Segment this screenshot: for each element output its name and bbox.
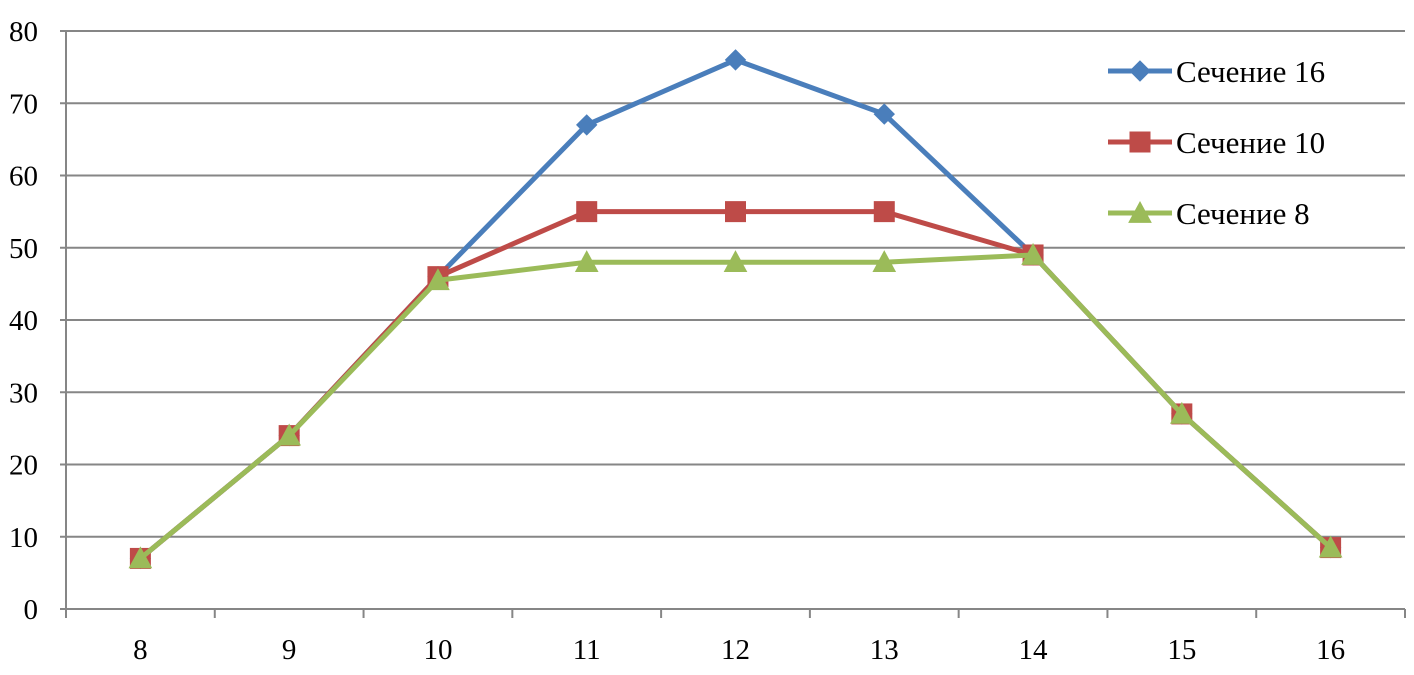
x-axis-tick-labels: 8 9 10 11 12 13 14 15 16 [133,634,1345,666]
legend-item-2: Сечение 10 [1108,125,1325,160]
legend-item-1: Сечение 16 [1108,54,1325,89]
axes [60,30,1406,618]
y-tick-label: 40 [9,305,38,337]
series-3 [128,242,1343,569]
y-tick-label: 80 [9,16,38,48]
series-line [137,57,1334,561]
series-1 [129,49,1342,570]
data-point-marker [1169,401,1194,424]
x-tick-label: 16 [1316,634,1345,666]
series-lines [128,49,1343,570]
data-point-marker [725,201,746,223]
y-axis-tick-labels: 0 10 20 30 40 50 60 70 80 [9,16,38,626]
gridlines [66,30,1405,538]
x-tick-label: 14 [1019,634,1049,666]
y-tick-label: 60 [9,161,38,193]
x-tick-label: 8 [133,634,148,666]
legend-swatch-marker [1128,200,1152,223]
y-tick-label: 30 [9,377,38,409]
data-point-marker [576,201,598,223]
y-tick-label: 70 [9,88,38,120]
legend-label: Сечение 8 [1176,196,1310,231]
series-line [137,252,1334,561]
data-point-marker [872,250,897,273]
data-point-marker [576,114,598,136]
data-point-marker [873,201,895,223]
y-tick-label: 50 [9,233,38,265]
legend-label: Сечение 16 [1176,54,1325,89]
legend-item-3: Сечение 8 [1108,196,1310,231]
legend-swatch-marker [1129,131,1151,153]
x-tick-label: 9 [282,634,297,666]
x-tick-label: 15 [1167,634,1196,666]
legend: Сечение 16 Сечение 10 Сечение 8 [1108,54,1325,231]
y-tick-label: 10 [9,522,38,554]
x-tick-label: 10 [423,634,452,666]
data-point-marker [1021,242,1045,265]
x-tick-label: 13 [870,634,899,666]
legend-swatch-marker [1129,60,1151,82]
data-point-marker [724,49,747,71]
x-tick-label: 11 [573,634,601,666]
x-tick-label: 12 [721,634,750,666]
y-tick-label: 0 [24,594,39,626]
data-point-marker [128,546,153,569]
legend-label: Сечение 10 [1176,125,1325,160]
data-point-marker [1318,535,1343,558]
data-point-marker [574,250,599,273]
y-tick-label: 20 [9,450,38,482]
data-point-marker [426,268,450,291]
data-point-marker [277,423,302,446]
data-point-marker [873,103,895,125]
data-point-marker [723,250,748,273]
